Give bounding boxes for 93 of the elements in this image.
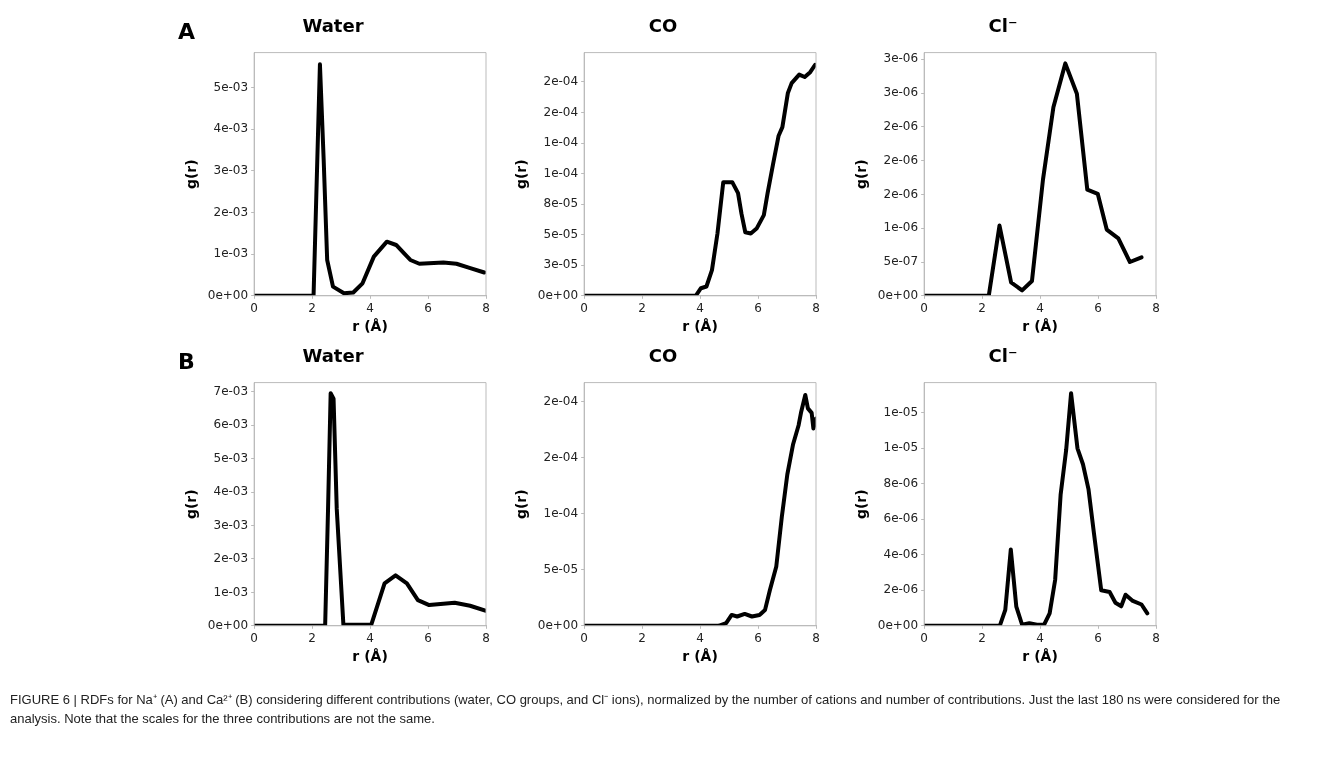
y-axis-title: g(r) <box>513 159 530 190</box>
x-tick-label: 8 <box>812 301 820 316</box>
y-axis-title: g(r) <box>853 159 870 190</box>
y-axis-title: g(r) <box>853 489 870 520</box>
y-tick-label: 5e-05 <box>543 561 579 576</box>
x-axis-title: r (Å) <box>1022 648 1058 665</box>
y-tick-label: 0e+00 <box>207 287 249 302</box>
x-tick-label: 0 <box>250 631 258 646</box>
y-tick-label: 2e-03 <box>213 551 249 566</box>
y-tick-label: 1e-05 <box>883 404 919 419</box>
x-tick-label: 6 <box>424 631 432 646</box>
x-tick-label: 0 <box>250 301 258 316</box>
text: A <box>178 19 196 44</box>
x-tick-label: 2 <box>978 631 986 646</box>
x-axis-title: r (Å) <box>352 318 388 335</box>
y-tick-label: 5e-07 <box>883 254 919 269</box>
x-tick-label: 8 <box>1152 301 1160 316</box>
x-tick-label: 0 <box>580 631 588 646</box>
y-tick-label: 8e-06 <box>883 475 919 490</box>
x-tick-label: 0 <box>920 301 928 316</box>
x-tick-label: 0 <box>920 631 928 646</box>
x-tick-label: 4 <box>696 631 704 646</box>
y-tick-label: 2e-04 <box>543 393 579 408</box>
x-tick-label: 2 <box>308 301 316 316</box>
y-tick-label: 2e-04 <box>543 449 579 464</box>
y-tick-label: 1e-03 <box>213 246 249 261</box>
y-tick-label: 0e+00 <box>877 287 919 302</box>
chart-title: Water <box>302 345 364 367</box>
x-tick-label: 8 <box>482 631 490 646</box>
y-tick-label: 2e-04 <box>543 104 579 119</box>
y-tick-label: 0e+00 <box>877 617 919 632</box>
x-tick-label: 6 <box>1094 301 1102 316</box>
y-tick-label: 2e-06 <box>883 186 919 201</box>
y-tick-label: 4e-03 <box>213 121 249 136</box>
y-tick-label: 3e-06 <box>883 85 919 100</box>
y-tick-label: 5e-03 <box>213 450 249 465</box>
y-tick-label: 3e-03 <box>213 162 249 177</box>
y-axis-title: g(r) <box>183 159 200 190</box>
x-tick-label: 0 <box>580 301 588 316</box>
y-tick-label: 8e-05 <box>543 196 579 211</box>
y-tick-label: 0e+00 <box>207 617 249 632</box>
y-tick-label: 7e-03 <box>213 384 249 399</box>
x-axis-title: r (Å) <box>682 318 718 335</box>
y-tick-label: 5e-05 <box>543 226 579 241</box>
y-tick-label: 1e-04 <box>543 505 579 520</box>
chart-title: Water <box>302 15 364 37</box>
y-tick-label: 3e-06 <box>883 51 919 66</box>
x-axis-title: r (Å) <box>682 648 718 665</box>
y-tick-label: 5e-03 <box>213 79 249 94</box>
text: B <box>178 349 195 374</box>
x-tick-label: 8 <box>482 301 490 316</box>
y-tick-label: 2e-04 <box>543 74 579 89</box>
y-tick-label: 1e-06 <box>883 220 919 235</box>
y-tick-label: 1e-04 <box>543 165 579 180</box>
y-tick-label: 0e+00 <box>537 617 579 632</box>
y-tick-label: 4e-03 <box>213 484 249 499</box>
x-axis-title: r (Å) <box>352 648 388 665</box>
y-tick-label: 1e-05 <box>883 440 919 455</box>
chart-title: CO <box>648 345 678 367</box>
y-tick-label: 0e+00 <box>537 287 579 302</box>
x-axis-title: r (Å) <box>1022 318 1058 335</box>
x-tick-label: 8 <box>1152 631 1160 646</box>
x-tick-label: 6 <box>754 301 762 316</box>
y-tick-label: 2e-03 <box>213 204 249 219</box>
x-tick-label: 6 <box>424 301 432 316</box>
y-tick-label: 2e-06 <box>883 119 919 134</box>
chart-title: Cl⁻ <box>988 15 1018 37</box>
x-tick-label: 2 <box>308 631 316 646</box>
caption: FIGURE 6 | RDFs for Na⁺ (A) and Ca²⁺ (B) considering different contributions (water, CO groups, and Cl⁻ ions), normalized by the number of cations and number of contributions. Just the last 180 ns were considered for the analysis. Note that the scales for the three contributions are not the same. <box>10 691 1282 728</box>
x-tick-label: 8 <box>812 631 820 646</box>
y-tick-label: 6e-03 <box>213 417 249 432</box>
x-tick-label: 2 <box>638 301 646 316</box>
y-tick-label: 3e-05 <box>543 257 579 272</box>
x-tick-label: 4 <box>1036 631 1044 646</box>
x-tick-label: 4 <box>366 631 374 646</box>
chart-title: CO <box>648 15 678 37</box>
y-tick-label: 2e-06 <box>883 582 919 597</box>
y-tick-label: 1e-04 <box>543 135 579 150</box>
y-tick-label: 2e-06 <box>883 152 919 167</box>
x-tick-label: 6 <box>754 631 762 646</box>
chart-title: Cl⁻ <box>988 345 1018 367</box>
y-tick-label: 1e-03 <box>213 584 249 599</box>
y-axis-title: g(r) <box>513 489 530 520</box>
x-tick-label: 2 <box>638 631 646 646</box>
x-tick-label: 4 <box>366 301 374 316</box>
x-tick-label: 2 <box>978 301 986 316</box>
y-tick-label: 4e-06 <box>883 546 919 561</box>
x-tick-label: 4 <box>696 301 704 316</box>
x-tick-label: 4 <box>1036 301 1044 316</box>
y-axis-title: g(r) <box>183 489 200 520</box>
y-tick-label: 6e-06 <box>883 511 919 526</box>
y-tick-label: 3e-03 <box>213 517 249 532</box>
x-tick-label: 6 <box>1094 631 1102 646</box>
